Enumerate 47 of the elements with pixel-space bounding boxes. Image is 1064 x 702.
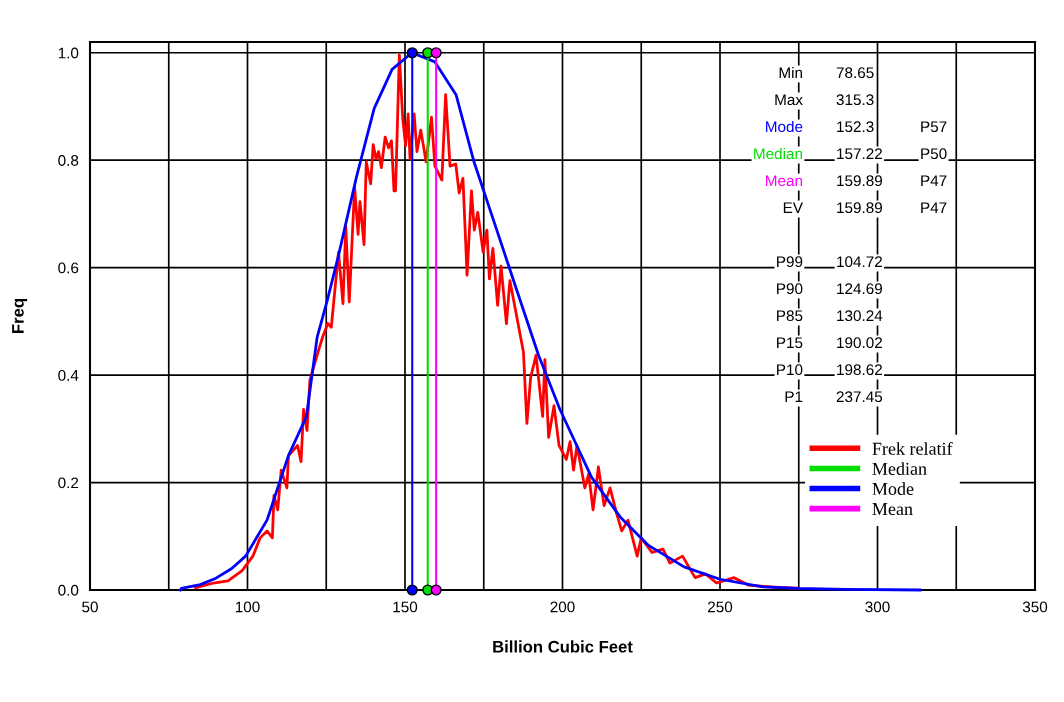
y-tick-label: 0.2 xyxy=(58,477,79,489)
annotation: 152.3 xyxy=(837,121,874,133)
y-axis-title: Freq xyxy=(12,299,28,333)
annotation: 157.22 xyxy=(837,148,882,160)
legend-label: Mean xyxy=(872,503,913,516)
annotation: 78.65 xyxy=(836,67,874,79)
x-tick-label: 300 xyxy=(865,601,890,613)
annotation: 190.02 xyxy=(837,337,882,349)
annotation: P1 xyxy=(785,391,803,402)
annotation: 130.24 xyxy=(837,310,883,322)
legend-label: Mode xyxy=(872,482,914,496)
legend-label: Frek relatif xyxy=(872,441,953,455)
annotation: P47 xyxy=(921,175,947,186)
annotation: P10 xyxy=(777,364,803,376)
annotation: P47 xyxy=(921,202,947,213)
annotation: Min xyxy=(779,66,803,78)
annotation: Max xyxy=(775,94,803,106)
annotation: Median xyxy=(754,147,803,160)
y-tick-label: 0.8 xyxy=(58,155,79,166)
annotation: Mean xyxy=(766,175,803,187)
annotation: P50 xyxy=(921,148,947,160)
annotation: P15 xyxy=(777,337,803,349)
annotation: Mode xyxy=(766,120,803,133)
annotation: 124.69 xyxy=(837,283,882,295)
y-tick-label: 0.6 xyxy=(58,262,79,274)
x-tick-label: 200 xyxy=(550,601,575,613)
legend-label: Median xyxy=(872,462,927,475)
x-tick-label: 150 xyxy=(393,601,418,613)
annotation: EV xyxy=(783,202,803,213)
annotation: P57 xyxy=(921,121,947,133)
annotation: 237.45 xyxy=(836,391,883,403)
annotation: 159.89 xyxy=(837,202,882,214)
annotation: P99 xyxy=(777,256,803,268)
annotation: P85 xyxy=(777,310,803,322)
y-tick-label: 0.4 xyxy=(58,369,79,381)
annotation: 198.62 xyxy=(837,364,882,376)
x-tick-label: 50 xyxy=(82,601,98,613)
x-axis-title: Billion Cubic Feet xyxy=(493,640,633,653)
y-tick-label: 0.0 xyxy=(58,584,79,596)
annotation: 315.3 xyxy=(836,94,874,106)
annotation: 104.72 xyxy=(837,256,882,268)
annotation: 159.89 xyxy=(837,175,882,187)
x-tick-label: 350 xyxy=(1022,601,1048,613)
x-tick-label: 250 xyxy=(708,601,733,613)
x-tick-label: 100 xyxy=(235,601,260,613)
y-tick-label: 1.0 xyxy=(58,47,79,59)
annotation: P90 xyxy=(777,283,803,295)
